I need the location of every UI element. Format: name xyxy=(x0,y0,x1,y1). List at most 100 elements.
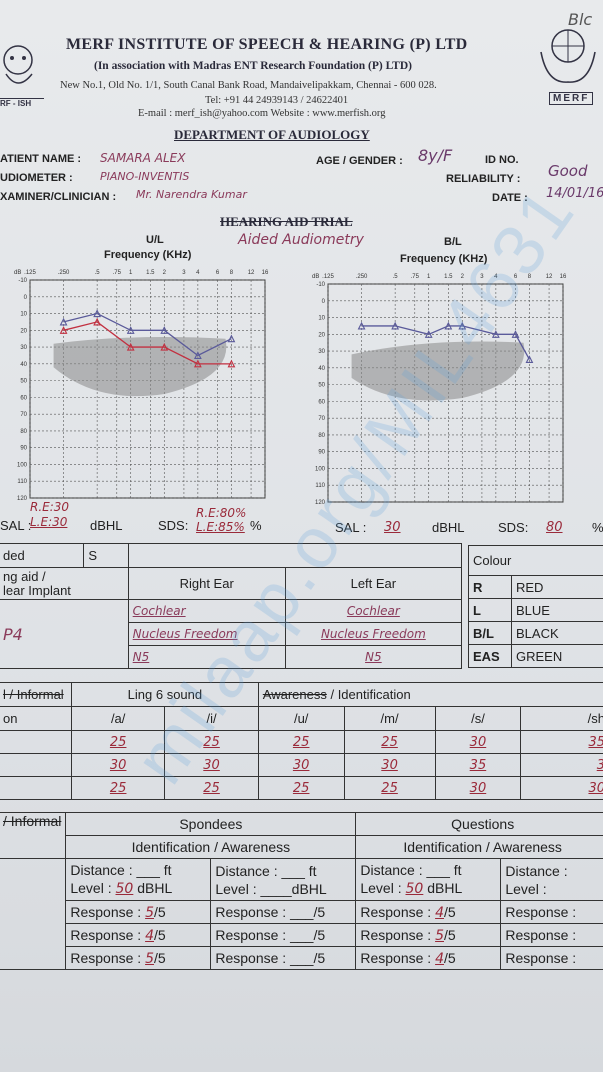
response-label: Response : xyxy=(505,950,577,966)
response-label: Response : xyxy=(215,904,287,920)
sp-resp-2-2: Response : ___/5 xyxy=(210,923,357,947)
age-gender-label: AGE / GENDER : xyxy=(316,155,403,167)
re-30-note: R.E:30 xyxy=(30,500,70,514)
corner-note: Blc xyxy=(568,10,593,29)
ling-awareness: Awareness xyxy=(262,687,327,702)
resp-value: 4 xyxy=(145,927,154,944)
freq-tick-label: 2 xyxy=(163,270,167,276)
right-ear-header: Right Ear xyxy=(127,567,286,600)
hands-globe-logo-icon xyxy=(540,29,596,83)
ling-row-3: 25 25 25 25 30 30 xyxy=(0,776,603,800)
ling-cell: 35 xyxy=(434,753,522,777)
freq-tick-label: 4 xyxy=(196,270,200,276)
colour-name-green: GREEN xyxy=(511,644,603,668)
patient-name-value: SAMARA ALEX xyxy=(100,151,186,165)
ling-cell: 25 xyxy=(343,730,436,754)
response-label: Response : xyxy=(505,904,577,920)
spondees-questions-table: / Informal Spondees Questions Identifica… xyxy=(0,812,603,970)
dist-label: Distance : xyxy=(215,862,278,879)
q-resp-3-1: Response : 4/5 xyxy=(355,946,502,970)
right-device-3: N5 xyxy=(127,645,286,669)
ded-cell: ded xyxy=(0,543,85,568)
db-tick-label: 0 xyxy=(24,295,28,301)
colour-legend-table: Colour R RED L BLUE B/L BLACK EAS GREEN xyxy=(468,545,603,668)
dbhl-label: dBHL xyxy=(291,880,327,897)
audiometer-value: PIANO-INVENTIS xyxy=(100,170,190,183)
freq-tick-label: .75 xyxy=(411,274,420,280)
right-device-2: Nucleus Freedom xyxy=(127,622,286,646)
side-note-cell: P4 xyxy=(0,599,129,669)
sp-ident-aw: Identification / Awareness xyxy=(65,835,357,859)
db-tick-label: 30 xyxy=(318,349,325,355)
db-tick-label: -10 xyxy=(18,278,27,284)
sds-label-left: SDS: xyxy=(158,518,189,533)
ling-cell: 30 xyxy=(520,776,603,800)
data-point-aided xyxy=(193,351,202,360)
colour-name-black: BLACK xyxy=(511,621,603,645)
aided-audiometry-note: Aided Audiometry xyxy=(238,232,364,248)
contact-line: E-mail : merf_ish@yahoo.com Website : ww… xyxy=(138,108,386,119)
freq-tick-label: 1 xyxy=(129,270,133,276)
sds-value-left: L.E:85% xyxy=(196,520,245,534)
ling-sound-i: /i/ xyxy=(164,706,259,731)
q-resp-2-2: Response : xyxy=(500,923,603,947)
ling-cell: 30 xyxy=(164,753,259,777)
series-line-l xyxy=(63,312,232,357)
col3-level-value: 50 xyxy=(405,881,424,897)
db-axis-label: dB xyxy=(14,270,21,276)
db-tick-label: 40 xyxy=(20,362,27,368)
sp-col2-dist-level: Distance : ___ ft Level : ____dBHL xyxy=(210,858,357,901)
data-point-aided xyxy=(444,321,453,330)
freq-tick-label: 3 xyxy=(480,274,484,280)
freq-tick-label: 4 xyxy=(494,274,498,280)
sp-left-header-cell: / Informal xyxy=(0,812,67,859)
examiner-label: XAMINER/CLINICIAN : xyxy=(0,191,117,203)
ling-identification: / Identification xyxy=(330,687,411,702)
db-tick-label: 110 xyxy=(315,483,325,489)
ling-aw-id-cell: Awareness / Identification xyxy=(257,682,603,707)
date-value: 14/01/16 xyxy=(546,186,603,201)
ling-cell: 30 xyxy=(70,753,166,777)
tel-line: Tel: +91 44 24939143 / 24622401 xyxy=(205,95,349,106)
patient-name-label: ATIENT NAME : xyxy=(0,153,82,165)
ling-sound-u: /u/ xyxy=(257,706,345,731)
ling-cell: 30 xyxy=(343,753,436,777)
resp-value: 5 xyxy=(145,904,154,921)
resp-value: 5 xyxy=(435,927,444,944)
ling-cell: 35 xyxy=(520,730,603,754)
dist-label: Distance : xyxy=(70,862,133,878)
sp-resp-1-2: Response : ___/5 xyxy=(210,900,357,924)
ling-row-label: on xyxy=(0,706,72,731)
ling-cell: 25 xyxy=(70,776,166,800)
data-point-aided xyxy=(193,359,202,368)
dist-label: Distance : xyxy=(505,862,568,879)
data-point-aided xyxy=(424,330,433,338)
left-device-1: Cochlear xyxy=(284,599,463,623)
db-tick-label: 120 xyxy=(315,500,326,506)
data-point-aided xyxy=(227,334,236,343)
q-resp-2-1: Response : 5/5 xyxy=(355,923,502,947)
ling-row-3-label xyxy=(0,776,72,800)
of5: /5 xyxy=(444,949,456,966)
left-ear-header: Left Ear xyxy=(284,567,463,600)
colour-name-red: RED xyxy=(511,575,603,599)
of5: /5 xyxy=(444,926,456,943)
resp-value: 4 xyxy=(435,950,444,967)
sp-left-blank xyxy=(0,858,67,970)
ling-six-table: l / Informal Ling 6 sound Awareness / Id… xyxy=(0,682,603,800)
db-tick-label: 80 xyxy=(318,433,325,439)
db-axis-label: dB xyxy=(312,274,319,280)
institute-title: MERF INSTITUTE OF SPEECH & HEARING (P) L… xyxy=(66,36,468,53)
db-tick-label: 20 xyxy=(318,332,325,338)
of5: /5 xyxy=(444,903,456,920)
speech-banana-region xyxy=(351,341,525,401)
percent-left: % xyxy=(250,518,262,533)
level-label: Level : xyxy=(70,880,112,896)
sds-value-right: 80 xyxy=(546,520,563,535)
data-point-aided xyxy=(511,330,520,338)
sp-resp-2-1: Response : 4/5 xyxy=(65,923,212,947)
data-point-aided xyxy=(491,330,500,338)
department-title: DEPARTMENT OF AUDIOLOGY xyxy=(174,127,370,142)
of5: /5 xyxy=(154,949,166,966)
sp-informal-label: / Informal xyxy=(3,813,62,829)
